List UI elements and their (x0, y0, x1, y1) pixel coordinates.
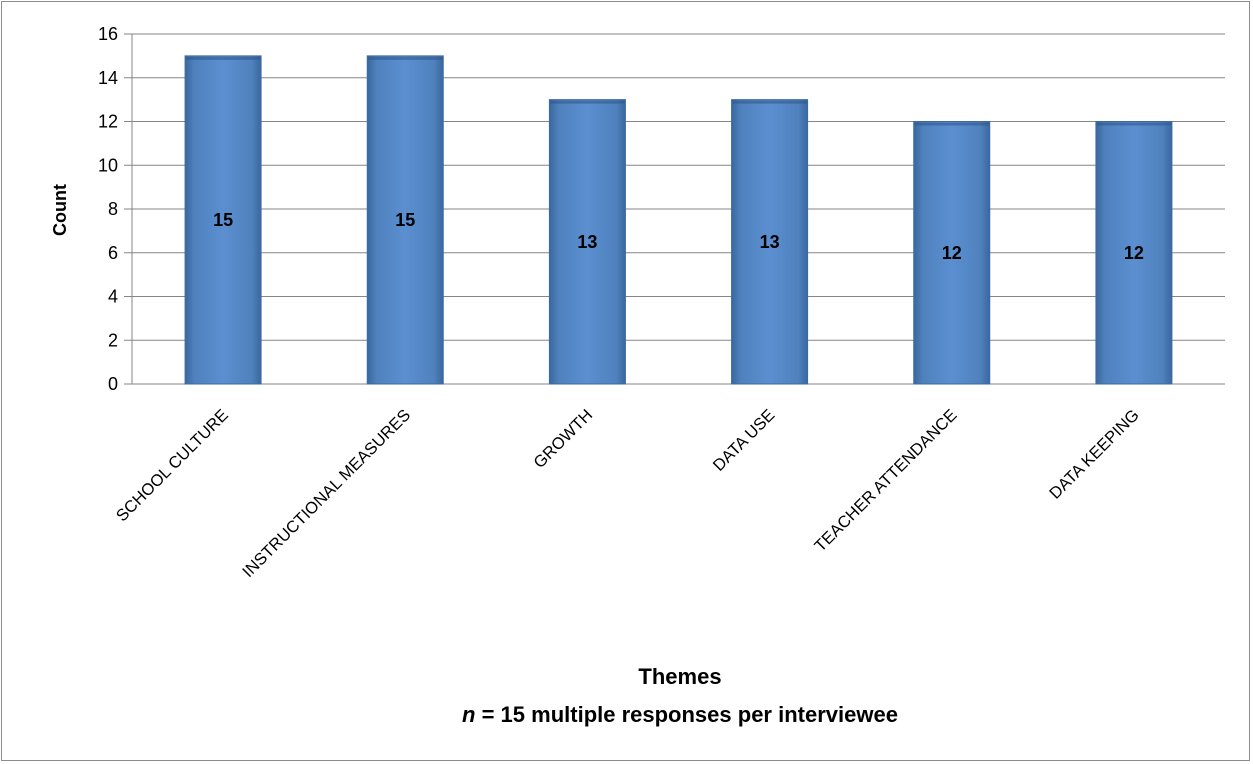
y-tick-2: 2 (108, 330, 118, 350)
x-tick-1: INSTRUCTIONAL MEASURES (239, 406, 414, 581)
bar-0 (184, 55, 262, 385)
x-tick-3: DATA USE (710, 406, 779, 475)
bar-top-3 (732, 100, 807, 104)
bar-1 (366, 55, 444, 385)
sample-note-n: n (462, 702, 475, 727)
bar-top-2 (550, 100, 625, 104)
y-tick-8: 8 (108, 199, 118, 219)
x-tick-0: SCHOOL CULTURE (113, 406, 232, 525)
bar-top-0 (186, 56, 261, 60)
gridlines (124, 33, 1225, 385)
y-tick-6: 6 (108, 243, 118, 263)
y-tick-10: 10 (98, 155, 118, 175)
bar-3 (731, 99, 809, 385)
bar-5 (1095, 121, 1173, 385)
bars (184, 55, 1173, 385)
data-label-0: 15 (213, 210, 233, 230)
data-label-3: 13 (760, 232, 780, 252)
bar-2 (548, 99, 626, 385)
data-labels: 15 15 13 13 12 12 (213, 210, 1144, 263)
sample-note: n = 15 multiple responses per interviewe… (462, 702, 898, 727)
y-axis-label: Count (50, 184, 70, 236)
data-label-4: 12 (942, 243, 962, 263)
y-tick-14: 14 (98, 68, 118, 88)
bar-top-1 (368, 56, 443, 60)
bar-4 (913, 121, 991, 385)
y-tick-12: 12 (98, 112, 118, 132)
y-tick-0: 0 (108, 374, 118, 394)
x-tick-5: DATA KEEPING (1046, 406, 1143, 503)
y-tick-labels: 0 2 4 6 8 10 12 14 16 (98, 24, 118, 394)
data-label-5: 12 (1124, 243, 1144, 263)
x-axis-label: Themes (638, 664, 721, 689)
data-label-1: 15 (395, 210, 415, 230)
x-tick-2: GROWTH (530, 406, 596, 472)
bar-top-4 (914, 122, 989, 126)
bar-top-5 (1096, 122, 1171, 126)
data-label-2: 13 (577, 232, 597, 252)
y-tick-16: 16 (98, 24, 118, 44)
sample-note-text: = 15 multiple responses per interviewee (475, 702, 897, 727)
y-tick-4: 4 (108, 287, 118, 307)
x-tick-4: TEACHER ATTENDANCE (811, 406, 960, 555)
x-tick-labels: SCHOOL CULTURE INSTRUCTIONAL MEASURES GROW… (113, 406, 1143, 581)
